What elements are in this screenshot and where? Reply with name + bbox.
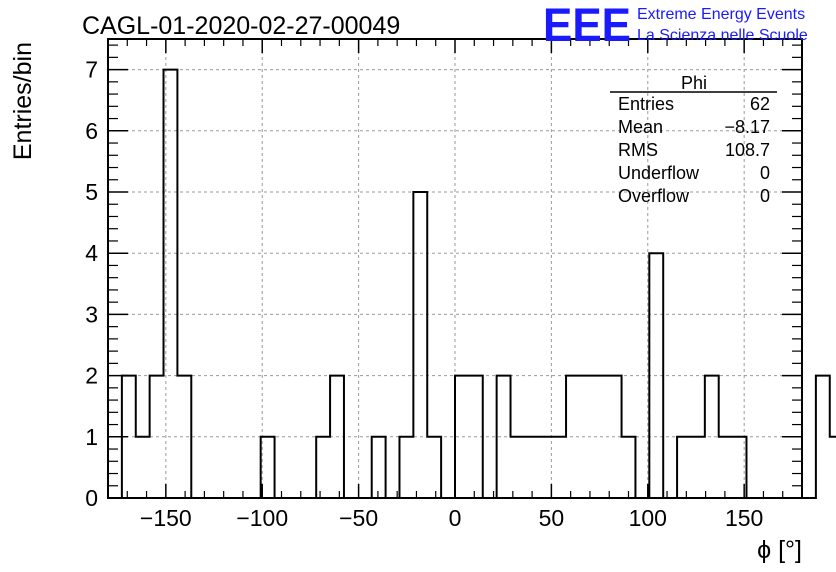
histogram-bin [164, 70, 178, 498]
histogram-bin [469, 376, 483, 498]
x-tick-label: −100 [236, 505, 288, 531]
histogram-bin [497, 376, 511, 498]
histogram-bin [608, 376, 622, 498]
x-tick-label: 100 [629, 505, 667, 531]
stats-row-label: Mean [618, 117, 663, 137]
chart-title: CAGL-01-2020-02-27-00049 [82, 12, 400, 40]
x-tick-label: 50 [539, 505, 565, 531]
logo-line-1: Extreme Energy Events [637, 6, 805, 23]
axis-ticks [108, 39, 802, 499]
y-tick-label: 3 [85, 301, 98, 327]
stats-row-value: 62 [750, 94, 770, 114]
histogram-bin [330, 376, 344, 498]
stats-row-label: Entries [618, 94, 674, 114]
histogram-bin [372, 437, 386, 498]
x-axis-title: ϕ [°] [757, 536, 802, 564]
histogram-bin [399, 437, 413, 498]
stats-row-label: Underflow [618, 163, 700, 183]
y-tick-label: 2 [85, 363, 98, 389]
stats-box: Phi Entries 62 Mean −8.17 RMS 108.7 Underflow 0… [610, 73, 777, 206]
histogram-bin [830, 437, 836, 498]
y-tick-label: 5 [85, 179, 98, 205]
histogram-bin [316, 437, 330, 498]
histogram-bin [177, 376, 191, 498]
histogram-bin [705, 376, 719, 498]
histogram-bin [538, 437, 552, 498]
histogram-bin [524, 437, 538, 498]
stats-row-value: 0 [760, 186, 770, 206]
y-tick-label: 1 [85, 424, 98, 450]
x-tick-label: −50 [339, 505, 378, 531]
histogram-bin [455, 376, 469, 498]
stats-title: Phi [681, 73, 707, 93]
histogram-bin [677, 437, 691, 498]
eee-logo: EEE [543, 0, 631, 51]
histogram-bin [594, 376, 608, 498]
logo-line-2: La Scienza nelle Scuole [637, 27, 808, 44]
axis-tick-labels: −150 −100 −50 0 50 100 150 0 1 2 3 4 5 6 7 [85, 57, 763, 531]
histogram-bin [649, 253, 663, 498]
x-tick-label: −150 [140, 505, 192, 531]
stats-row-label: Overflow [618, 186, 690, 206]
y-tick-label: 7 [85, 57, 98, 83]
histogram-bin [511, 437, 525, 498]
histogram-bin [719, 437, 733, 498]
y-axis-title: Entries/bin [9, 42, 37, 160]
y-tick-label: 4 [85, 240, 98, 266]
histogram-bin [691, 437, 705, 498]
stats-row-value: −8.17 [724, 117, 770, 137]
x-tick-label: 0 [449, 505, 462, 531]
histogram-bin [150, 376, 164, 498]
y-tick-label: 0 [85, 485, 98, 511]
histogram-bin [622, 437, 636, 498]
grid-lines [108, 39, 802, 498]
histogram-bin [580, 376, 594, 498]
histogram-bin [552, 437, 566, 498]
stats-row-value: 0 [760, 163, 770, 183]
x-tick-label: 150 [725, 505, 763, 531]
histogram-bin [427, 437, 441, 498]
stats-row-label: RMS [618, 140, 658, 160]
histogram-bin [136, 437, 150, 498]
stats-row-value: 108.7 [725, 140, 770, 160]
y-tick-label: 6 [85, 118, 98, 144]
histogram-bin [566, 376, 580, 498]
stats-rows: Entries 62 Mean −8.17 RMS 108.7 Underflow 0 Over… [618, 94, 770, 206]
histogram-bin [413, 192, 427, 498]
histogram-bin [816, 376, 830, 498]
